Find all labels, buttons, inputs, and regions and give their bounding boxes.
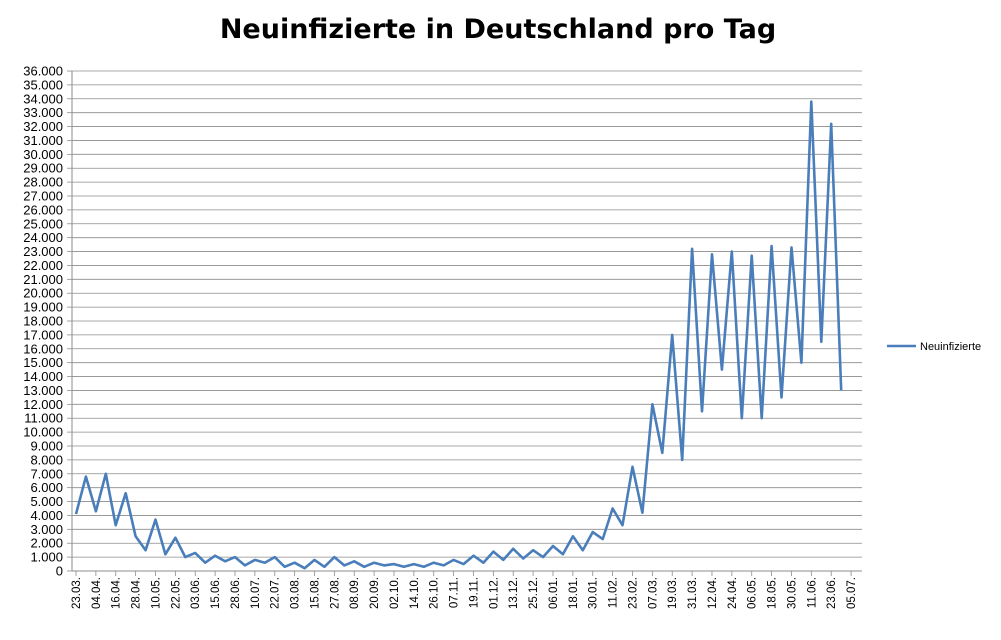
x-tick-label: 03.08.	[290, 577, 302, 609]
y-tick-label: 14.000	[23, 369, 63, 384]
x-tick-label: 07.11.	[449, 577, 461, 608]
y-tick-label: 0	[56, 564, 63, 579]
x-tick-label: 04.04.	[91, 577, 103, 609]
x-tick-label: 08.09.	[349, 577, 361, 609]
y-tick-label: 35.000	[23, 77, 63, 92]
x-tick-label: 01.12.	[488, 577, 500, 609]
x-tick-label: 30.05.	[786, 577, 798, 609]
y-tick-label: 26.000	[23, 202, 63, 217]
y-axis-ticks: 01.0002.0003.0004.0005.0006.0007.0008.00…	[23, 64, 72, 579]
x-tick-label: 27.08.	[329, 577, 341, 609]
y-tick-label: 25.000	[23, 216, 63, 231]
y-tick-label: 8.000	[30, 452, 63, 467]
x-tick-label: 18.05.	[767, 577, 779, 609]
x-tick-label: 18.01.	[568, 577, 580, 609]
y-tick-label: 3.000	[30, 522, 63, 537]
x-tick-label: 13.12.	[508, 577, 520, 609]
y-tick-label: 4.000	[30, 508, 63, 523]
x-tick-label: 23.06.	[826, 577, 838, 609]
y-tick-label: 16.000	[23, 341, 63, 356]
x-tick-label: 14.10.	[409, 577, 421, 609]
y-tick-label: 19.000	[23, 300, 63, 315]
axes	[71, 71, 862, 572]
x-tick-label: 19.11.	[468, 577, 480, 608]
y-tick-label: 6.000	[30, 480, 63, 495]
y-tick-label: 15.000	[23, 355, 63, 370]
x-tick-label: 15.08.	[309, 577, 321, 609]
x-tick-label: 22.07.	[270, 577, 282, 609]
y-tick-label: 27.000	[23, 189, 63, 204]
x-tick-label: 28.06.	[230, 577, 242, 609]
x-tick-label: 23.03.	[71, 577, 83, 609]
x-tick-label: 26.10.	[429, 577, 441, 609]
x-tick-label: 31.03.	[687, 577, 699, 609]
y-tick-label: 24.000	[23, 230, 63, 245]
x-tick-label: 06.05.	[747, 577, 759, 609]
x-tick-label: 05.07.	[846, 577, 858, 609]
x-tick-label: 06.01.	[548, 577, 560, 609]
y-tick-label: 17.000	[23, 327, 63, 342]
x-tick-label: 22.05.	[170, 577, 182, 609]
y-tick-label: 10.000	[23, 425, 63, 440]
y-tick-label: 36.000	[23, 64, 63, 79]
y-tick-label: 30.000	[23, 147, 63, 162]
gridlines	[72, 70, 862, 558]
x-tick-label: 15.06.	[210, 577, 222, 609]
y-tick-label: 31.000	[23, 133, 63, 148]
x-tick-label: 02.10.	[389, 577, 401, 609]
x-tick-label: 11.06.	[806, 577, 818, 608]
y-tick-label: 34.000	[23, 91, 63, 106]
x-tick-label: 12.04.	[707, 577, 719, 609]
y-tick-label: 5.000	[30, 494, 63, 509]
y-tick-label: 9.000	[30, 439, 63, 454]
y-tick-label: 7.000	[30, 466, 63, 481]
y-tick-label: 32.000	[23, 119, 63, 134]
y-tick-label: 12.000	[23, 397, 63, 412]
y-tick-label: 28.000	[23, 175, 63, 190]
x-tick-label: 19.03.	[667, 577, 679, 609]
y-tick-label: 23.000	[23, 244, 63, 259]
x-tick-label: 03.06.	[190, 577, 202, 609]
y-tick-label: 29.000	[23, 161, 63, 176]
x-tick-label: 30.01.	[588, 577, 600, 609]
y-tick-label: 2.000	[30, 536, 63, 551]
series-line-neuinfizierte	[74, 100, 843, 570]
x-tick-label: 28.04.	[131, 577, 143, 609]
legend-label: Neuinfizierte	[920, 341, 981, 353]
x-tick-label: 24.04.	[727, 577, 739, 609]
x-tick-label: 23.02.	[627, 577, 639, 609]
y-tick-label: 1.000	[30, 550, 63, 565]
legend: Neuinfizierte	[887, 341, 981, 353]
x-tick-label: 07.03.	[647, 577, 659, 609]
x-tick-label: 10.05.	[150, 577, 162, 609]
y-tick-label: 21.000	[23, 272, 63, 287]
y-tick-label: 11.000	[24, 411, 63, 426]
y-tick-label: 18.000	[23, 314, 63, 329]
x-axis-ticks: 23.03. 04.04. 16.04. 28.04. 10.05. 22.05. 03.0…	[71, 571, 858, 609]
x-tick-label: 20.09.	[369, 577, 381, 609]
chart-title: Neuinfizierte in Deutschland pro Tag	[219, 14, 777, 45]
x-tick-label: 25.12.	[528, 577, 540, 609]
y-tick-label: 13.000	[23, 383, 63, 398]
x-tick-label: 10.07.	[250, 577, 262, 609]
y-tick-label: 33.000	[23, 105, 63, 120]
x-tick-label: 16.04.	[111, 577, 123, 609]
x-tick-label: 11.02.	[608, 577, 620, 608]
y-tick-label: 20.000	[23, 286, 63, 301]
y-tick-label: 22.000	[23, 258, 63, 273]
